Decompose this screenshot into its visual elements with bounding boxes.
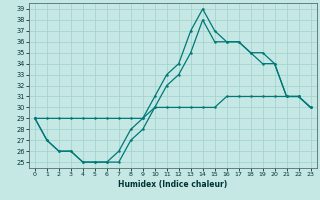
X-axis label: Humidex (Indice chaleur): Humidex (Indice chaleur) [118,180,227,189]
